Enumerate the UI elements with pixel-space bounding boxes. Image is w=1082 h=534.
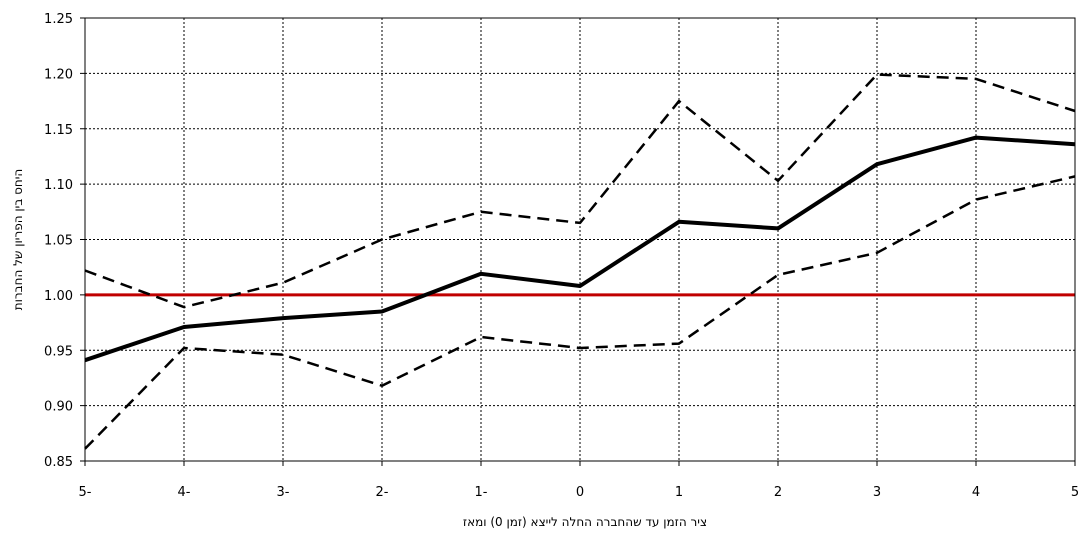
y-tick-label: 1.05 <box>44 234 73 249</box>
x-tick-label: 4- <box>178 485 191 500</box>
series-line-main <box>84 135 1076 363</box>
x-tick-label: 5 <box>1071 485 1079 500</box>
series-line-dashed-1 <box>84 73 1076 309</box>
x-tick-label: 3 <box>873 485 881 500</box>
x-axis-title: ציר הזמן עד שהחברה החלה לייצא (זמן 0) ומ… <box>463 515 707 529</box>
y-tick-label: 1.25 <box>44 12 73 27</box>
plot-frame <box>80 17 1076 466</box>
y-tick-labels: 0.85 0.90 0.95 1.00 1.05 1.10 1.15 1.20 1.25 <box>44 12 73 470</box>
x-tick-labels: 5- 4- 3- 2- 1- 0 1 2 3 4 5 <box>79 485 1080 500</box>
x-tick-label: 0 <box>576 485 584 500</box>
x-tick-label: 2 <box>774 485 782 500</box>
x-tick-label: 3- <box>277 485 290 500</box>
y-tick-label: 1.10 <box>44 178 73 193</box>
y-tick-label: 1.00 <box>44 289 73 304</box>
series-line-dashed-2 <box>84 175 1076 450</box>
y-axis-title: היחס בין הפריון של החברות <box>11 169 25 311</box>
grid <box>85 18 1075 461</box>
series-group <box>84 73 1076 450</box>
x-tick-label: 1- <box>475 485 488 500</box>
y-tick-label: 1.15 <box>44 123 73 138</box>
y-tick-label: 0.85 <box>44 455 73 470</box>
y-tick-label: 1.20 <box>44 67 73 82</box>
x-tick-label: 2- <box>376 485 389 500</box>
x-tick-label: 4 <box>972 485 980 500</box>
y-tick-label: 0.95 <box>44 344 73 359</box>
x-tick-label: 5- <box>79 485 92 500</box>
x-tick-label: 1 <box>675 485 683 500</box>
y-tick-label: 0.90 <box>44 400 73 415</box>
